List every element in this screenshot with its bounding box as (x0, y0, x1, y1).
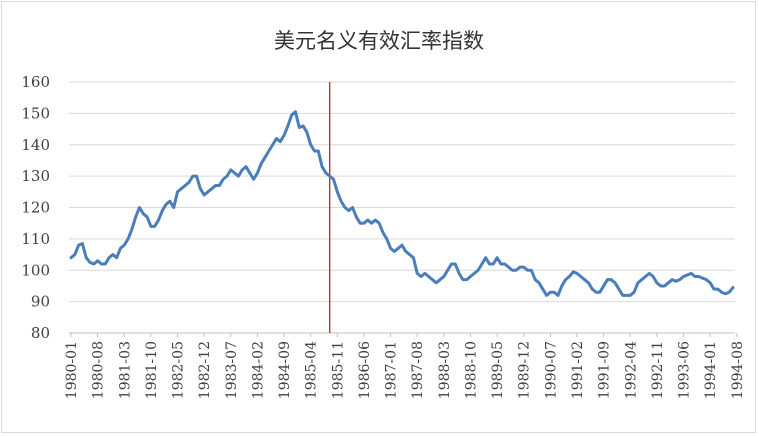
x-tick-label: 1991-02 (570, 341, 586, 399)
y-tick-label: 90 (31, 293, 50, 311)
y-tick-label: 80 (31, 324, 50, 342)
x-tick-label: 1991-09 (597, 341, 613, 399)
x-tick-label: 1984-02 (250, 341, 266, 399)
x-tick-label: 1985-11 (330, 341, 346, 399)
x-tick-label: 1989-05 (490, 341, 506, 399)
y-tick-label: 140 (21, 136, 50, 154)
y-tick-label: 160 (21, 73, 50, 91)
y-tick-label: 130 (21, 167, 50, 185)
x-tick-label: 1981-10 (144, 341, 160, 399)
y-tick-label: 110 (21, 230, 50, 248)
x-tick-label: 1986-06 (357, 341, 373, 399)
series-line (69, 110, 735, 297)
x-tick-label: 1982-05 (171, 341, 187, 399)
x-tick-label: 1992-11 (650, 341, 666, 399)
x-tick-label: 1981-03 (117, 341, 133, 399)
x-tick-label: 1980-01 (64, 341, 80, 399)
x-tick-label: 1988-03 (437, 341, 453, 399)
x-tick-label: 1993-06 (677, 341, 693, 399)
x-tick-label: 1988-10 (463, 341, 479, 399)
x-tick-label: 1994-01 (703, 341, 719, 399)
x-tick-label: 1983-07 (224, 341, 240, 399)
x-tick-label: 1992-04 (623, 341, 639, 399)
x-tick-label: 1987-08 (410, 341, 426, 399)
x-tick-label: 1980-08 (91, 341, 107, 399)
x-tick-label: 1989-12 (517, 341, 533, 399)
y-tick-label: 100 (21, 261, 50, 279)
x-tick-label: 1994-08 (730, 341, 746, 399)
x-tick-label: 1985-04 (304, 341, 320, 399)
x-tick-label: 1984-09 (277, 341, 293, 399)
chart-title: 美元名义有效汇率指数 (274, 29, 484, 53)
y-tick-label: 150 (21, 104, 50, 122)
x-tick-label: 1982-12 (197, 341, 213, 399)
x-tick-label: 1987-01 (384, 341, 400, 399)
y-tick-label: 120 (21, 199, 50, 217)
x-tick-label: 1990-07 (543, 341, 559, 399)
